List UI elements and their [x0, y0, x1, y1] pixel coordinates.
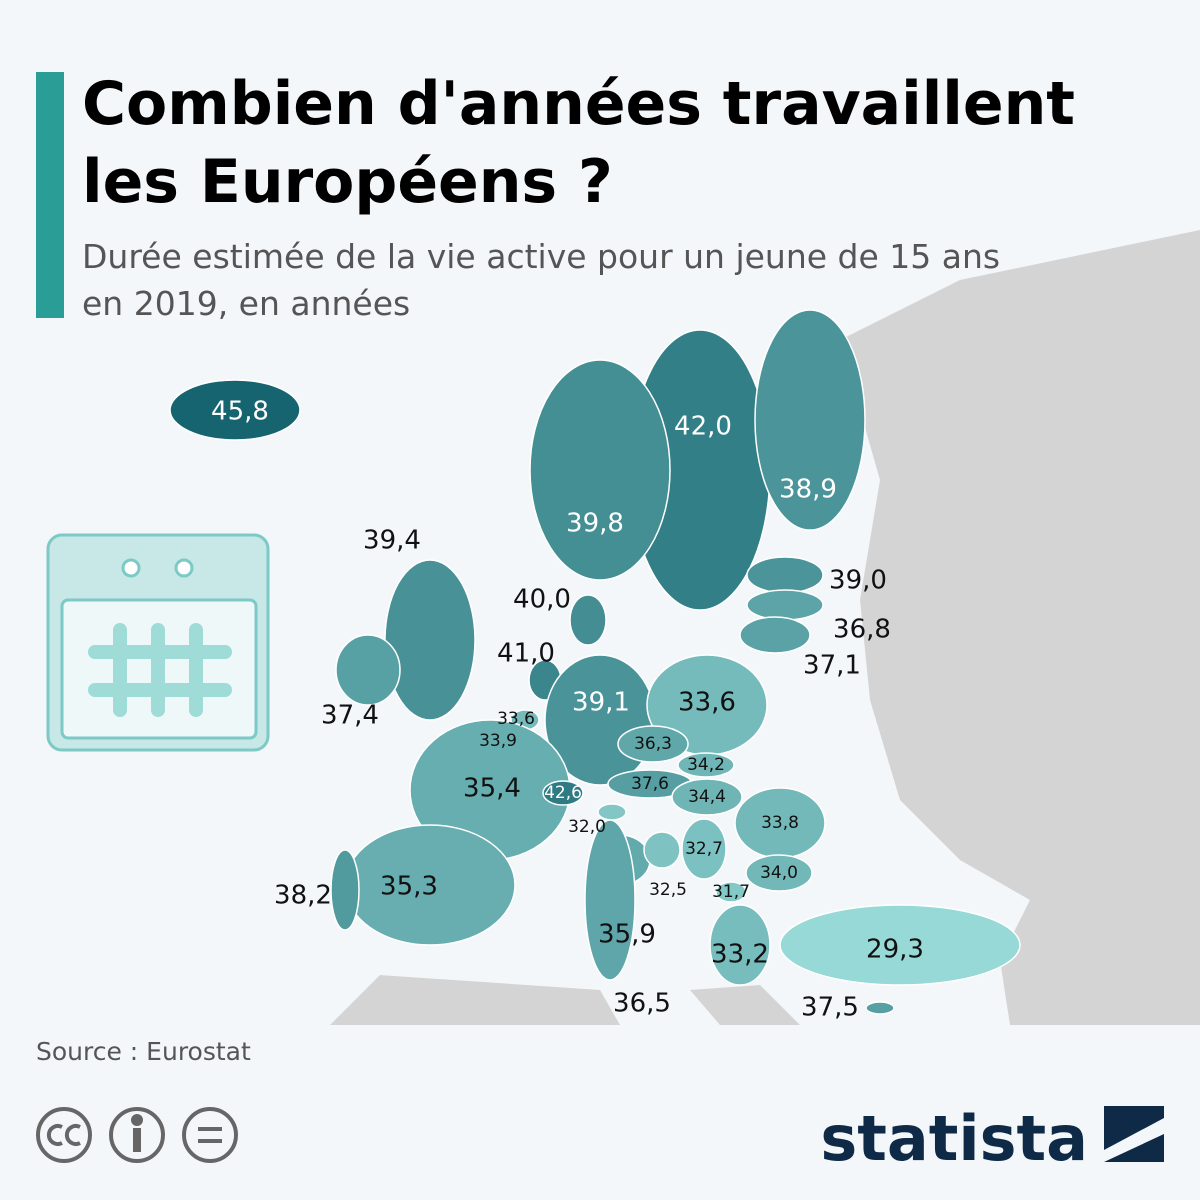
country [643, 831, 681, 869]
land [690, 985, 800, 1025]
value-label: 38,2 [274, 881, 332, 911]
value-label: 33,8 [761, 813, 799, 833]
value-label: 33,9 [479, 731, 517, 751]
country [169, 379, 301, 441]
country [681, 818, 727, 880]
value-label: 32,7 [685, 839, 723, 859]
country [677, 752, 735, 778]
value-label: 36,8 [833, 615, 891, 645]
land [330, 975, 620, 1025]
value-label: 40,0 [513, 585, 571, 615]
value-label: 36,5 [613, 989, 671, 1019]
value-label: 32,5 [649, 880, 687, 900]
background-land [330, 230, 1200, 1025]
title: Combien d'années travaillent [82, 69, 1075, 139]
country [745, 854, 813, 892]
value-label: 42,0 [674, 412, 732, 442]
accent-bar [36, 72, 64, 318]
value-label: 35,9 [598, 920, 656, 950]
subtitle: en 2019, en années [82, 284, 410, 323]
subtitle: Durée estimée de la vie active pour un j… [82, 237, 1000, 276]
value-label: 39,0 [829, 566, 887, 596]
value-label: 37,6 [631, 774, 669, 794]
brand-logo [1104, 1106, 1164, 1162]
value-label: 29,3 [866, 935, 924, 965]
value-label: 38,9 [779, 475, 837, 505]
value-label: 37,4 [321, 701, 379, 731]
calendar-icon [46, 533, 270, 752]
country [569, 594, 607, 646]
land [840, 230, 1200, 1025]
value-label: 33,2 [711, 940, 769, 970]
country [746, 589, 824, 621]
country [335, 634, 401, 706]
countries: 45,8 42,0 38,9 39,8 39,4 39,0 36,8 37,1 40,0 41,0… [169, 309, 1021, 1023]
value-label: 39,8 [566, 509, 624, 539]
value-label: 34,4 [688, 787, 726, 807]
value-label: 39,1 [572, 688, 630, 718]
title: les Européens ? [82, 147, 613, 217]
country [529, 359, 671, 581]
country [754, 309, 866, 531]
value-label: 33,6 [678, 688, 736, 718]
country [709, 904, 771, 986]
country [542, 780, 584, 806]
value-label: 32,0 [568, 817, 606, 837]
value-label: 31,7 [712, 882, 750, 902]
country [584, 819, 636, 981]
country [739, 616, 811, 654]
license-icons [36, 1107, 238, 1163]
country [715, 881, 747, 903]
country [617, 725, 689, 763]
country [384, 559, 476, 721]
value-label: 39,4 [363, 526, 421, 556]
country [865, 1001, 895, 1015]
value-label: 45,8 [211, 397, 269, 427]
value-label: 34,2 [687, 755, 725, 775]
country [746, 556, 824, 594]
value-label: 33,6 [497, 709, 535, 729]
value-label: 37,5 [801, 993, 859, 1023]
value-label: 35,4 [463, 774, 521, 804]
value-label: 36,3 [634, 734, 672, 754]
country [779, 904, 1021, 986]
value-label: 42,6 [544, 783, 582, 803]
value-label: 41,0 [497, 639, 555, 669]
country [671, 778, 743, 816]
value-label: 35,3 [380, 872, 438, 902]
country [330, 849, 360, 931]
brand: statista [820, 1102, 1088, 1175]
source: Source : Eurostat [36, 1037, 251, 1066]
value-label: 34,0 [760, 863, 798, 883]
value-label: 37,1 [803, 651, 861, 681]
